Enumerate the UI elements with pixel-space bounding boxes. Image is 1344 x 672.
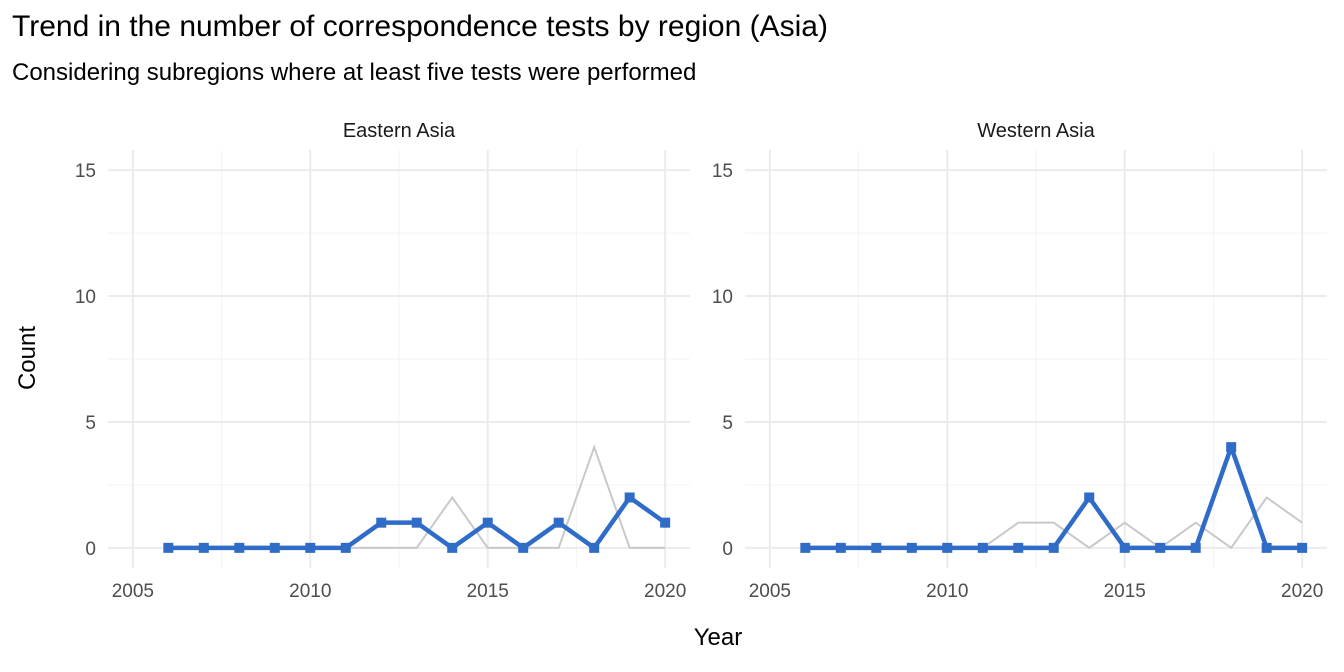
- data-point: [800, 542, 811, 553]
- data-point: [624, 492, 635, 503]
- data-point: [589, 542, 600, 553]
- x-tick-label: 2020: [1281, 581, 1323, 602]
- panel-strip-title: Eastern Asia: [343, 120, 456, 142]
- chart-subtitle: Considering subregions where at least fi…: [12, 59, 697, 86]
- data-point: [234, 542, 245, 553]
- data-point: [482, 517, 493, 528]
- y-tick-label: 15: [75, 161, 96, 182]
- data-point: [553, 517, 564, 528]
- x-tick-label: 2020: [644, 581, 686, 602]
- data-point: [198, 542, 209, 553]
- chart-title: Trend in the number of correspondence te…: [12, 10, 828, 43]
- y-tick-label: 5: [722, 413, 733, 434]
- y-axis-label: Count: [14, 325, 41, 391]
- y-tick-label: 10: [75, 287, 96, 308]
- data-point: [376, 517, 387, 528]
- data-point: [1119, 542, 1130, 553]
- x-axis-label: Year: [693, 624, 743, 651]
- data-point: [340, 542, 351, 553]
- data-point: [518, 542, 529, 553]
- x-tick-label: 2005: [112, 581, 154, 602]
- data-point: [906, 542, 917, 553]
- panel-strip-title: Western Asia: [977, 120, 1095, 142]
- x-tick-label: 2010: [289, 581, 331, 602]
- data-point: [447, 542, 458, 553]
- y-tick-label: 0: [722, 539, 733, 560]
- y-tick-label: 0: [85, 539, 96, 560]
- data-point: [1226, 442, 1237, 453]
- highlight-series-line: [805, 444, 1303, 551]
- background-series-line: [805, 496, 1303, 550]
- data-point: [977, 542, 988, 553]
- data-point: [269, 542, 280, 553]
- data-point: [1261, 542, 1272, 553]
- data-point: [1297, 542, 1308, 553]
- data-point: [411, 517, 422, 528]
- data-point: [660, 517, 671, 528]
- data-point: [835, 542, 846, 553]
- data-point: [1013, 542, 1024, 553]
- x-tick-label: 2015: [1104, 581, 1146, 602]
- data-point: [163, 542, 174, 553]
- data-point: [305, 542, 316, 553]
- data-point: [871, 542, 882, 553]
- background-series-line: [168, 444, 666, 549]
- data-point: [1048, 542, 1059, 553]
- data-point: [1155, 542, 1166, 553]
- x-tick-label: 2005: [749, 581, 791, 602]
- data-point: [1084, 492, 1095, 503]
- x-tick-label: 2015: [467, 581, 509, 602]
- y-tick-label: 5: [85, 413, 96, 434]
- x-tick-label: 2010: [926, 581, 968, 602]
- data-point: [942, 542, 953, 553]
- y-tick-label: 15: [712, 161, 733, 182]
- data-point: [1190, 542, 1201, 553]
- y-tick-label: 10: [712, 287, 733, 308]
